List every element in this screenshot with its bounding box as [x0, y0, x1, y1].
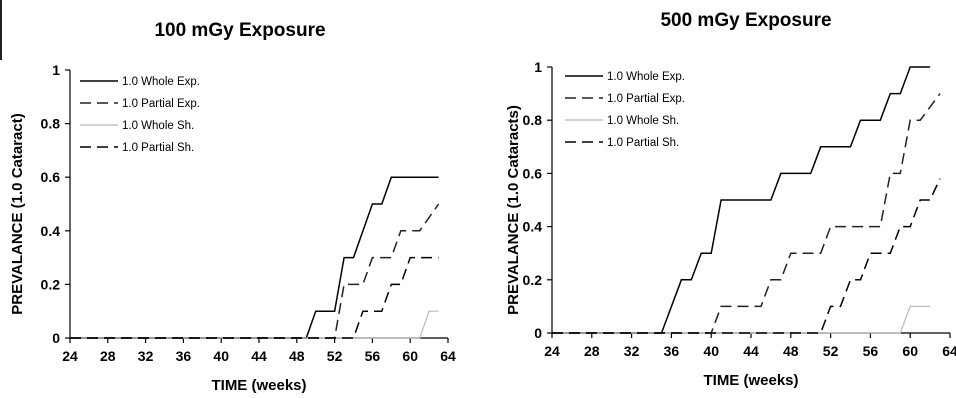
series-line-4 — [552, 178, 941, 334]
legend-label: 1.0 Partial Sh. — [122, 142, 194, 154]
x-axis-label: TIME (weeks) — [703, 372, 798, 389]
y-axis-label: PREVALANCE (1.0 Cataracts) — [505, 105, 522, 315]
x-tick-label: 64 — [942, 343, 956, 359]
series-line-2 — [552, 93, 941, 334]
chart-1: 100 mGy Exposure 0 0.2 0.4 0.6 0.8 1 24 28 32 36 40… — [9, 20, 456, 394]
legend: 1.0 Whole Exp. 1.0 Partial Exp. 1.0 Whole … — [565, 71, 685, 149]
x-tick-label: 36 — [664, 343, 680, 359]
x-tick-label: 52 — [823, 343, 839, 359]
y-tick-label: 0 — [52, 330, 60, 346]
y-tick-label: 0.2 — [41, 276, 61, 292]
x-tick-label: 44 — [251, 348, 267, 364]
chart-title: 500 mGy Exposure — [660, 10, 831, 31]
y-tick-label: 0 — [534, 325, 542, 341]
x-tick-label: 48 — [289, 348, 305, 364]
x-tick-label: 60 — [902, 343, 918, 359]
x-tick-label: 28 — [584, 343, 600, 359]
page-border-line — [0, 0, 2, 60]
x-tick-label: 32 — [138, 348, 154, 364]
series-line-1 — [552, 66, 931, 334]
legend-label: 1.0 Whole Sh. — [122, 120, 194, 132]
y-axis-label: PREVALANCE (1.0 Cataract) — [9, 113, 26, 314]
x-tick-label: 32 — [624, 343, 640, 359]
x-axis-label: TIME (weeks) — [211, 377, 306, 394]
legend-label: 1.0 Whole Sh. — [607, 115, 679, 127]
x-tick-label: 44 — [743, 343, 759, 359]
y-tick-label: 1 — [534, 59, 542, 75]
x-tick-label: 24 — [62, 348, 78, 364]
x-tick-label: 40 — [213, 348, 229, 364]
x-tick-label: 56 — [863, 343, 879, 359]
legend-label: 1.0 Partial Exp. — [607, 93, 685, 105]
y-tick-label: 0.4 — [523, 219, 543, 235]
y-tick-label: 0.4 — [41, 223, 61, 239]
x-tick-label: 52 — [327, 348, 343, 364]
legend: 1.0 Whole Exp. 1.0 Partial Exp. 1.0 Whole … — [80, 76, 200, 154]
y-tick-label: 0.8 — [523, 112, 543, 128]
series-line-3 — [552, 305, 931, 334]
series-line-2 — [70, 203, 440, 339]
legend-label: 1.0 Whole Exp. — [607, 71, 685, 83]
chart-title: 100 mGy Exposure — [154, 20, 325, 41]
legend-label: 1.0 Partial Exp. — [122, 98, 200, 110]
x-tick-label: 56 — [365, 348, 381, 364]
x-tick-label: 40 — [703, 343, 719, 359]
y-tick-label: 0.6 — [41, 169, 61, 185]
y-tick-label: 1 — [52, 62, 60, 78]
series-line-1 — [70, 176, 439, 339]
x-tick-label: 60 — [402, 348, 418, 364]
x-tick-label: 24 — [544, 343, 560, 359]
x-tick-label: 28 — [100, 348, 116, 364]
legend-label: 1.0 Partial Sh. — [607, 137, 679, 149]
x-tick-label: 64 — [440, 348, 456, 364]
y-tick-label: 0.2 — [523, 272, 543, 288]
chart-2: 500 mGy Exposure 0 0.2 0.4 0.6 0.8 1 24 28 32 36 40… — [505, 10, 956, 389]
y-tick-label: 0.8 — [41, 116, 61, 132]
legend-label: 1.0 Whole Exp. — [122, 76, 200, 88]
series-line-3 — [70, 310, 439, 339]
x-tick-label: 36 — [176, 348, 192, 364]
x-tick-label: 48 — [783, 343, 799, 359]
y-tick-label: 0.6 — [523, 165, 543, 181]
series-line-4 — [70, 256, 439, 339]
